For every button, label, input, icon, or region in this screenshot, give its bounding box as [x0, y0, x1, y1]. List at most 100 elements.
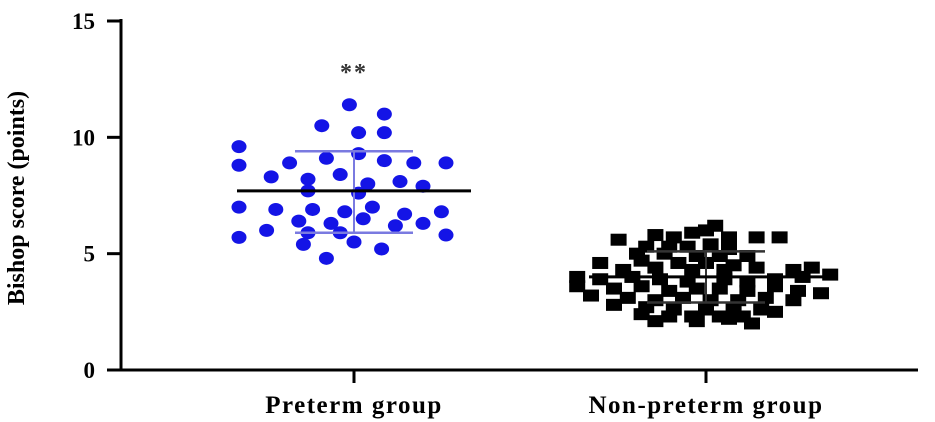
- non-preterm-point: [661, 310, 678, 323]
- preterm-point: [332, 168, 348, 182]
- non-preterm-point: [716, 263, 733, 276]
- non-preterm-point: [647, 229, 664, 242]
- non-preterm-point: [767, 280, 783, 293]
- non-preterm-point: [771, 231, 788, 244]
- non-preterm-point: [711, 249, 728, 262]
- non-preterm-point: [592, 273, 609, 286]
- non-preterm-point: [739, 275, 756, 288]
- non-preterm-point: [688, 282, 705, 295]
- preterm-point: [231, 158, 247, 172]
- non-preterm-point: [592, 256, 609, 269]
- non-preterm-point: [702, 238, 719, 251]
- non-preterm-point: [803, 261, 820, 274]
- preterm-point: [231, 140, 247, 154]
- preterm-point: [360, 177, 376, 191]
- preterm-point: [259, 223, 275, 237]
- preterm-point: [282, 156, 298, 170]
- preterm-point: [438, 228, 454, 242]
- non-preterm-point: [661, 284, 678, 297]
- preterm-point: [341, 98, 357, 112]
- non-preterm-point: [606, 298, 622, 311]
- non-preterm-point: [698, 303, 714, 316]
- non-preterm-point: [739, 249, 756, 262]
- non-preterm-point: [606, 282, 622, 295]
- preterm-point: [323, 216, 339, 230]
- non-preterm-point: [665, 231, 682, 244]
- significance-annotation: **: [340, 60, 368, 86]
- non-preterm-point: [790, 284, 806, 297]
- non-preterm-point: [757, 291, 774, 304]
- data-points: [231, 98, 839, 330]
- non-preterm-point: [813, 287, 829, 300]
- preterm-point: [406, 156, 422, 170]
- non-preterm-point: [739, 284, 756, 297]
- preterm-point: [318, 251, 334, 265]
- preterm-point: [355, 212, 371, 226]
- non-preterm-point: [633, 280, 650, 293]
- preterm-point: [337, 205, 353, 219]
- non-preterm-point: [721, 312, 737, 325]
- preterm-point: [397, 207, 413, 221]
- non-preterm-point: [633, 254, 650, 267]
- y-tick-label: 15: [72, 9, 95, 34]
- y-tick-label: 5: [84, 242, 96, 267]
- non-preterm-point: [647, 261, 664, 274]
- y-axis-title: Bishop score (points): [4, 91, 30, 305]
- preterm-point: [364, 200, 380, 214]
- category-label: Preterm group: [265, 392, 443, 419]
- preterm-point: [263, 170, 279, 184]
- preterm-point: [295, 237, 311, 251]
- preterm-point: [268, 202, 284, 216]
- non-preterm-point: [610, 233, 627, 246]
- preterm-point: [433, 205, 449, 219]
- preterm-point: [346, 235, 362, 249]
- non-preterm-point: [684, 263, 701, 276]
- non-preterm-point: [767, 305, 783, 318]
- non-preterm-point: [711, 282, 728, 295]
- preterm-point: [231, 230, 247, 244]
- non-preterm-point: [656, 247, 673, 260]
- summary-bars: [237, 150, 823, 304]
- preterm-point: [376, 126, 392, 140]
- preterm-point: [438, 156, 454, 170]
- non-preterm-point: [633, 308, 650, 321]
- non-preterm-point: [688, 315, 705, 328]
- preterm-point: [314, 119, 330, 133]
- y-ticks: 0 5 10 15: [72, 9, 121, 383]
- non-preterm-point: [721, 231, 737, 244]
- non-preterm-point: [647, 315, 664, 328]
- non-preterm-point: [753, 303, 770, 316]
- preterm-point: [351, 126, 367, 140]
- non-preterm-point: [684, 226, 701, 239]
- y-tick-label: 0: [84, 358, 96, 383]
- non-preterm-point: [744, 317, 760, 330]
- preterm-point: [300, 172, 316, 186]
- non-preterm-point: [785, 294, 802, 307]
- non-preterm-point: [675, 291, 691, 304]
- y-tick-label: 10: [72, 125, 95, 150]
- non-preterm-point: [670, 256, 687, 269]
- preterm-point: [291, 214, 307, 228]
- non-preterm-point: [569, 270, 586, 283]
- category-ticks: Preterm group Non-preterm group: [265, 370, 824, 419]
- non-preterm-point: [583, 289, 599, 302]
- preterm-point: [231, 200, 247, 214]
- non-preterm-point: [619, 291, 636, 304]
- preterm-point: [318, 151, 334, 165]
- preterm-point: [376, 107, 392, 121]
- non-preterm-point: [679, 240, 696, 253]
- non-preterm-point: [822, 268, 839, 281]
- preterm-point: [415, 216, 431, 230]
- preterm-point: [387, 219, 403, 233]
- preterm-point: [305, 202, 321, 216]
- preterm-point: [374, 242, 390, 256]
- preterm-point: [392, 175, 408, 189]
- non-preterm-point: [748, 231, 765, 244]
- preterm-point: [376, 154, 392, 168]
- non-preterm-point: [569, 280, 586, 293]
- non-preterm-point: [652, 273, 668, 286]
- non-preterm-point: [748, 261, 765, 274]
- category-label: Non-preterm group: [589, 392, 824, 419]
- non-preterm-point: [698, 224, 714, 237]
